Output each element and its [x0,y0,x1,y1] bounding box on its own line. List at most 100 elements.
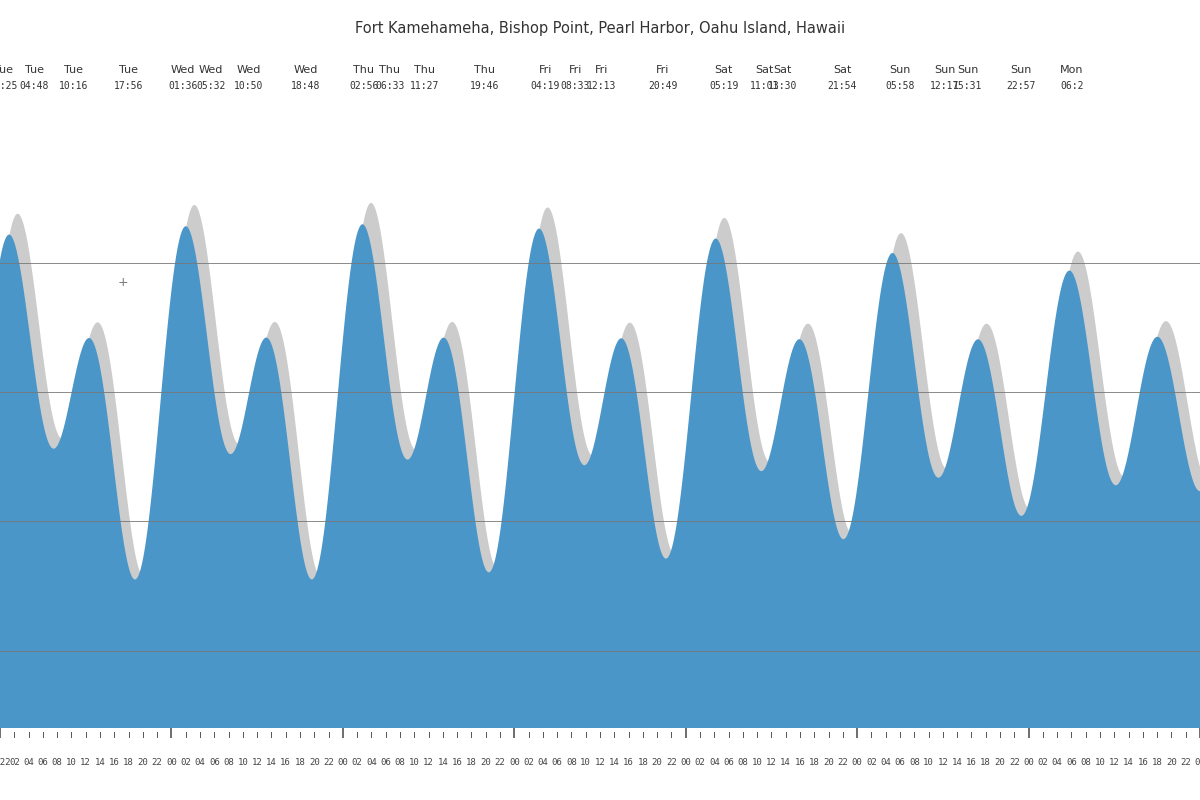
Text: 12:13: 12:13 [587,81,617,90]
Text: Wed: Wed [170,65,196,75]
Text: 00: 00 [166,758,176,767]
Text: 00: 00 [680,758,691,767]
Text: 12: 12 [766,758,776,767]
Text: 06: 06 [1066,758,1076,767]
Text: 19:46: 19:46 [469,81,499,90]
Text: 2022: 2022 [0,758,11,767]
Text: Sat: Sat [773,65,791,75]
Text: 02: 02 [352,758,362,767]
Text: 05:58: 05:58 [886,81,914,90]
Text: 10: 10 [751,758,762,767]
Text: 18: 18 [295,758,305,767]
Text: 14: 14 [438,758,449,767]
Text: 18: 18 [466,758,476,767]
Text: 11:01: 11:01 [750,81,779,90]
Text: 06: 06 [209,758,220,767]
Text: 00: 00 [852,758,863,767]
Text: Fort Kamehameha, Bishop Point, Pearl Harbor, Oahu Island, Hawaii: Fort Kamehameha, Bishop Point, Pearl Har… [355,21,845,35]
Text: 16: 16 [1138,758,1148,767]
Text: Tue: Tue [119,65,138,75]
Text: 17:56: 17:56 [113,81,143,90]
Text: 16: 16 [794,758,805,767]
Text: Fri: Fri [656,65,670,75]
Text: 20: 20 [138,758,149,767]
Text: 12: 12 [1109,758,1120,767]
Text: Sun: Sun [889,65,911,75]
Text: 10:16: 10:16 [59,81,88,90]
Text: 08: 08 [395,758,406,767]
Text: 04:19: 04:19 [530,81,560,90]
Text: 13:30: 13:30 [768,81,797,90]
Text: 00: 00 [1195,758,1200,767]
Text: 08: 08 [738,758,749,767]
Text: 10: 10 [238,758,248,767]
Text: 20:49: 20:49 [648,81,678,90]
Text: 14: 14 [95,758,106,767]
Text: 14: 14 [608,758,619,767]
Text: Sat: Sat [755,65,774,75]
Text: 04: 04 [538,758,548,767]
Text: 16: 16 [451,758,462,767]
Text: 12: 12 [252,758,263,767]
Text: 22: 22 [323,758,334,767]
Text: 22: 22 [151,758,162,767]
Text: 11:27: 11:27 [410,81,439,90]
Text: Sat: Sat [714,65,733,75]
Text: 06: 06 [37,758,48,767]
Text: Sun: Sun [1010,65,1032,75]
Text: 20: 20 [1166,758,1177,767]
Text: Fri: Fri [569,65,582,75]
Text: Thu: Thu [379,65,400,75]
Text: 20: 20 [480,758,491,767]
Text: 12: 12 [80,758,91,767]
Text: Sun: Sun [958,65,979,75]
Text: 22: 22 [1181,758,1192,767]
Text: Sun: Sun [934,65,955,75]
Text: 10: 10 [66,758,77,767]
Text: 16: 16 [281,758,292,767]
Text: 06: 06 [380,758,391,767]
Text: 14: 14 [266,758,277,767]
Text: 14: 14 [780,758,791,767]
Text: 00: 00 [1024,758,1034,767]
Text: 22: 22 [494,758,505,767]
Text: 02: 02 [8,758,19,767]
Text: 18: 18 [809,758,820,767]
Text: Tue: Tue [0,65,12,75]
Text: Mon: Mon [1060,65,1084,75]
Text: Thu: Thu [474,65,494,75]
Text: 14: 14 [1123,758,1134,767]
Text: 20: 20 [995,758,1006,767]
Text: 00:25: 00:25 [0,81,18,90]
Text: 18: 18 [1152,758,1163,767]
Text: 18: 18 [980,758,991,767]
Text: 06: 06 [895,758,905,767]
Text: 16: 16 [109,758,120,767]
Text: 08: 08 [566,758,577,767]
Text: 16: 16 [623,758,634,767]
Text: 10: 10 [581,758,592,767]
Text: 00: 00 [509,758,520,767]
Text: 02:56: 02:56 [349,81,378,90]
Text: 08: 08 [52,758,62,767]
Text: 02: 02 [866,758,877,767]
Text: 01:36: 01:36 [168,81,198,90]
Text: Fri: Fri [595,65,608,75]
Text: 18:48: 18:48 [292,81,320,90]
Text: 08: 08 [908,758,919,767]
Text: 04:48: 04:48 [19,81,49,90]
Text: Tue: Tue [25,65,43,75]
Text: Wed: Wed [294,65,318,75]
Text: Thu: Thu [414,65,436,75]
Text: +: + [118,276,128,289]
Text: 10: 10 [923,758,934,767]
Text: 08: 08 [223,758,234,767]
Text: 16: 16 [966,758,977,767]
Text: 05:32: 05:32 [197,81,226,90]
Text: 22: 22 [1009,758,1020,767]
Text: Wed: Wed [199,65,223,75]
Text: Thu: Thu [353,65,374,75]
Text: 06: 06 [552,758,563,767]
Text: 04: 04 [366,758,377,767]
Text: 06:2: 06:2 [1060,81,1084,90]
